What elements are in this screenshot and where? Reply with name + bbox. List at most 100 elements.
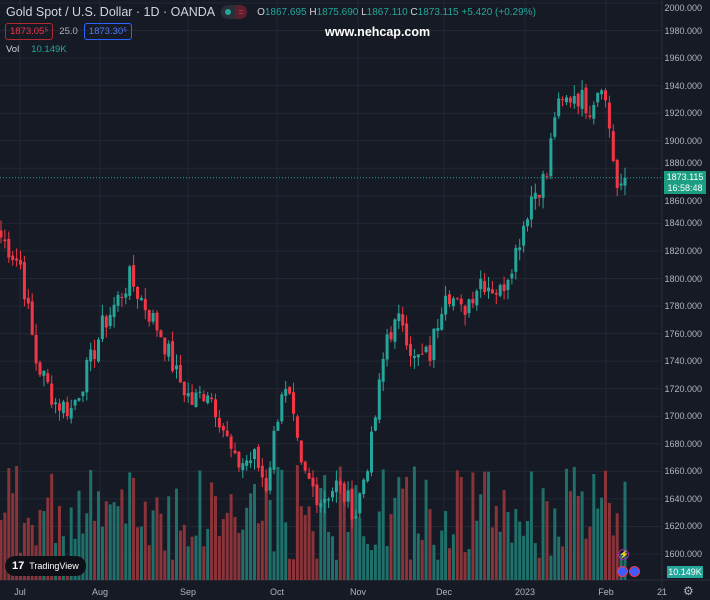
- market-status-toggle[interactable]: =: [221, 5, 248, 19]
- volume-bar: [596, 508, 600, 580]
- candle-body: [19, 259, 22, 265]
- candle-body: [85, 359, 89, 393]
- candle-body: [346, 490, 350, 502]
- time-tick: Feb: [598, 587, 614, 597]
- us-flag-event-icon[interactable]: [629, 566, 640, 577]
- candle-body: [471, 298, 475, 304]
- candle-body: [393, 319, 397, 342]
- candle-body: [0, 230, 3, 238]
- candle-body: [202, 394, 206, 402]
- candle-body: [182, 381, 186, 396]
- volume-bar: [77, 490, 81, 580]
- candle-body: [451, 298, 455, 307]
- volume-bar: [389, 514, 393, 580]
- volume-bar: [600, 497, 604, 580]
- volume-bar: [147, 545, 151, 580]
- volume-bar: [576, 495, 580, 580]
- tradingview-logo[interactable]: 17 TradingView: [5, 556, 86, 576]
- close-value: 1873.115: [417, 6, 459, 18]
- volume-bar: [498, 531, 502, 580]
- candle-body: [432, 328, 436, 360]
- price-tick: 1640.000: [664, 493, 702, 504]
- candle-body: [26, 297, 30, 304]
- candle-body: [389, 332, 393, 340]
- change-value: +5.420 (+0.29%): [461, 6, 536, 18]
- candle-body: [596, 92, 600, 103]
- volume-bar: [416, 533, 420, 580]
- candle-body: [190, 392, 194, 405]
- market-open-icon: [225, 9, 232, 15]
- volume-bar: [194, 535, 198, 580]
- buy-button[interactable]: 1873.30⁵: [83, 23, 133, 40]
- price-tick: 1980.000: [664, 25, 702, 36]
- volume-bar: [409, 559, 412, 580]
- candle-body: [81, 391, 85, 397]
- volume-bar: [377, 511, 381, 580]
- volume-bar: [502, 490, 506, 580]
- candle-body: [510, 273, 514, 279]
- volume-bar: [580, 491, 584, 580]
- candle-body: [139, 297, 143, 301]
- lightning-event-icon[interactable]: ⚡: [618, 549, 629, 560]
- volume-bar: [373, 544, 377, 580]
- candle-body: [455, 297, 459, 299]
- volume-bar: [405, 476, 409, 580]
- candle-body: [522, 225, 526, 246]
- volume-bar: [568, 491, 572, 580]
- candle-body: [459, 298, 463, 305]
- volume-bar: [615, 513, 619, 580]
- candle-body: [428, 345, 432, 361]
- candle-body: [358, 493, 362, 514]
- candle-body: [444, 295, 448, 315]
- candle-body: [42, 370, 46, 376]
- candle-body: [611, 131, 615, 162]
- volume-bar: [112, 502, 116, 580]
- volume-bar: [288, 558, 292, 580]
- volume-bar: [370, 550, 373, 580]
- time-tick: Aug: [91, 587, 109, 597]
- volume-bar: [124, 523, 128, 580]
- candle-body: [557, 98, 561, 117]
- candle-body: [264, 478, 268, 491]
- volume-bar: [565, 468, 568, 580]
- volume-bar: [381, 469, 385, 580]
- candle-body: [22, 261, 26, 300]
- volume-bar: [11, 493, 15, 580]
- candle-body: [280, 394, 284, 422]
- candle-body: [354, 516, 358, 519]
- candle-body: [483, 281, 487, 293]
- candle-body: [214, 399, 217, 418]
- volume-bar: [264, 484, 268, 580]
- us-flag-event-icon[interactable]: [617, 566, 628, 577]
- price-tick: 1840.000: [664, 218, 702, 229]
- volume-bar: [175, 488, 178, 580]
- volume-bar: [97, 491, 100, 580]
- time-tick: Sep: [179, 587, 197, 597]
- symbol-title[interactable]: Gold Spot / U.S. Dollar · 1D · OANDA: [6, 5, 216, 19]
- candle-body: [100, 315, 104, 340]
- settings-gear-icon[interactable]: ⚙: [683, 584, 694, 598]
- price-tick: 1900.000: [664, 135, 702, 146]
- candle-body: [467, 299, 471, 314]
- sell-button[interactable]: 1873.05⁵: [5, 23, 54, 40]
- volume-bar: [432, 544, 436, 580]
- candle-body: [619, 183, 623, 186]
- price-tick: 1940.000: [664, 80, 702, 91]
- volume-bar: [338, 466, 342, 580]
- last-price-label: 1873.115 16:58:48: [664, 171, 706, 194]
- candle-body: [529, 196, 533, 220]
- candle-body: [69, 407, 73, 419]
- candle-body: [104, 316, 108, 328]
- candle-body: [576, 93, 580, 107]
- volume-bar: [253, 484, 256, 580]
- candle-body: [198, 391, 202, 393]
- volume-bar: [319, 487, 323, 580]
- candle-body: [334, 480, 338, 493]
- volume-bar: [475, 520, 479, 580]
- volume-bar: [104, 501, 108, 580]
- volume-bar: [214, 496, 217, 580]
- candle-body: [256, 446, 260, 468]
- volume-bar: [518, 521, 522, 580]
- price-tick: 1820.000: [664, 245, 702, 256]
